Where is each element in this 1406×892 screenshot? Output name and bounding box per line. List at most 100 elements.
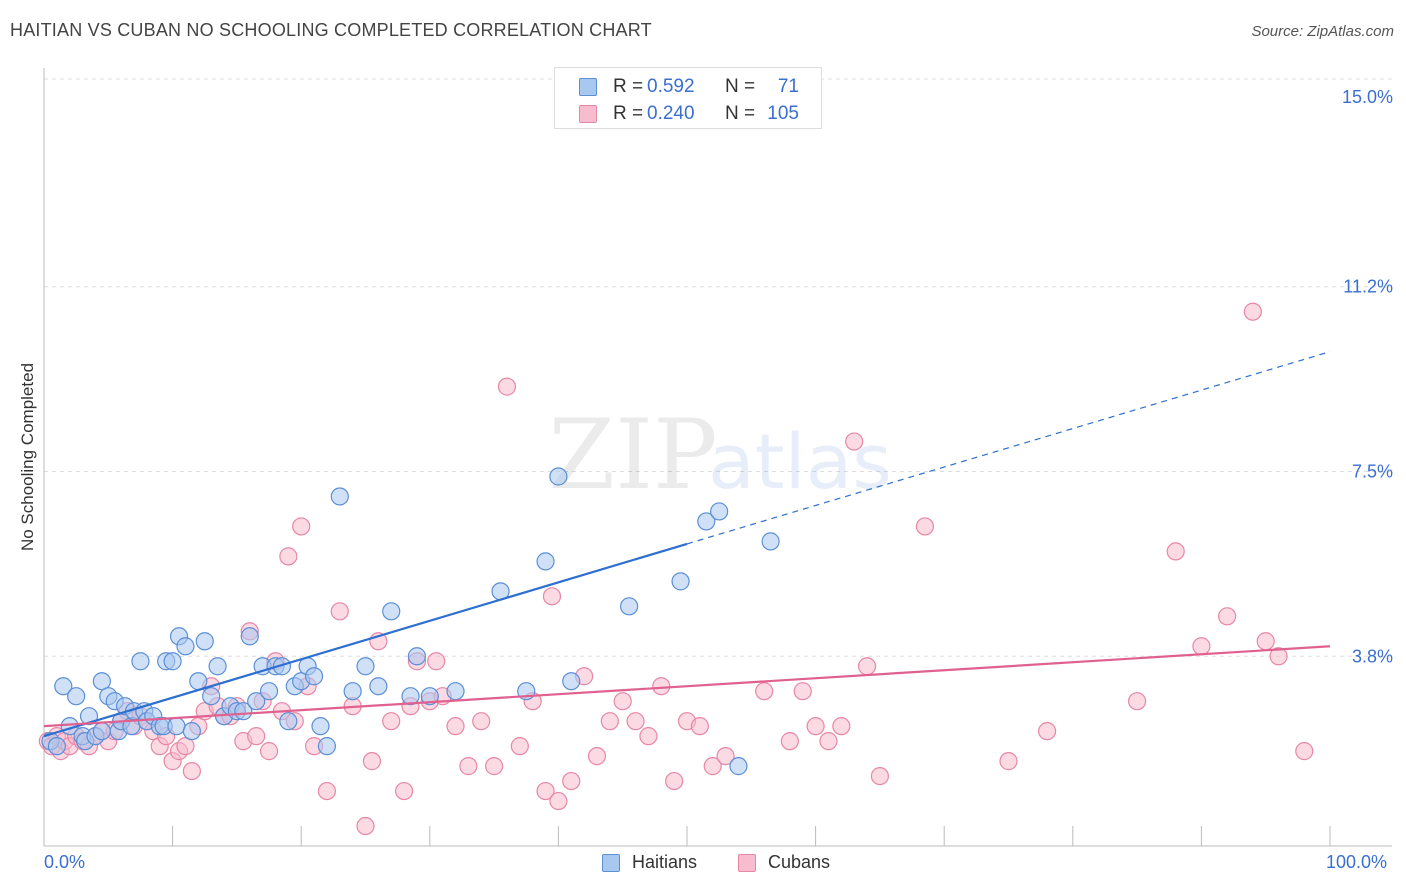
cuban-point <box>510 737 529 756</box>
haitian-point <box>67 687 86 706</box>
cuban-point <box>176 737 195 756</box>
r-value: 0.240 <box>647 103 695 124</box>
haitian-point <box>234 702 253 721</box>
y-tick-label: 7.5% <box>1352 462 1393 482</box>
series-legend: Haitians Cubans <box>0 852 1406 878</box>
haitian-point <box>549 467 568 486</box>
cuban-point <box>999 752 1018 771</box>
haitian-point <box>259 682 279 701</box>
cuban-point <box>497 377 517 396</box>
r-value: 0.592 <box>647 76 695 97</box>
haitian-point <box>195 632 214 651</box>
cuban-point <box>1256 632 1275 651</box>
haitian-point <box>47 737 66 756</box>
haitian-point <box>131 652 150 671</box>
haitian-point <box>407 647 427 666</box>
cuban-point <box>292 517 311 536</box>
r-label: R = <box>613 76 644 97</box>
haitian-point <box>536 552 555 571</box>
x-tick-label-min: 0.0% <box>44 852 86 872</box>
haitian-point <box>330 487 349 506</box>
cuban-point <box>394 781 414 801</box>
cuban-point <box>1243 302 1262 321</box>
x-axis <box>43 68 1392 847</box>
cuban-point <box>690 717 709 736</box>
cuban-point <box>870 766 890 786</box>
cuban-point <box>832 717 851 736</box>
cuban-point <box>446 717 465 736</box>
cuban-point <box>716 747 735 766</box>
cuban-point <box>382 712 401 731</box>
cuban-point <box>362 752 382 771</box>
cuban-point <box>330 602 349 621</box>
haitian-swatch <box>602 853 620 872</box>
cuban-point <box>780 732 799 751</box>
haitian-point <box>420 687 439 706</box>
cuban-point <box>1192 637 1211 656</box>
haitian-point <box>382 602 401 621</box>
haitian-point <box>401 687 420 706</box>
haitian-point <box>208 657 227 676</box>
cuban-point <box>806 717 825 736</box>
haitian-point <box>272 657 292 676</box>
cuban-point <box>1269 647 1288 666</box>
cuban-point <box>639 727 658 746</box>
chart-title: HAITIAN VS CUBAN NO SCHOOLING COMPLETED … <box>10 20 652 40</box>
haitian-point <box>671 572 690 591</box>
cuban-point <box>613 692 632 711</box>
watermark-atlas: atlas <box>708 417 892 506</box>
cuban-point <box>472 712 491 731</box>
haitian-point <box>761 532 780 551</box>
haitian-point <box>240 627 259 646</box>
cuban-points <box>38 302 1314 836</box>
cuban-point <box>845 432 864 451</box>
haitian-point <box>279 712 298 731</box>
cuban-point <box>703 757 722 776</box>
haitian-point <box>163 652 182 671</box>
cuban-point <box>587 747 607 766</box>
n-value: 105 <box>767 103 799 124</box>
cuban-swatch <box>579 105 597 123</box>
haitian-point <box>343 682 362 701</box>
correlation-legend: R = 0.592 N = 71 R = 0.240 N = 105 <box>554 67 822 129</box>
y-tick-label: 15.0% <box>1342 87 1393 107</box>
haitian-swatch <box>579 78 597 96</box>
haitian-point <box>620 597 639 616</box>
cuban-point <box>915 517 935 536</box>
cuban-point <box>485 757 504 776</box>
cuban-point <box>857 657 877 676</box>
cuban-point <box>1218 607 1237 626</box>
n-label: N = <box>725 76 756 97</box>
cuban-point <box>1127 692 1147 711</box>
watermark-zip: ZIP <box>548 399 717 511</box>
cuban-point <box>459 757 478 776</box>
cuban-point <box>317 781 337 801</box>
cuban-point <box>793 682 812 701</box>
cuban-point <box>279 547 298 566</box>
n-label: N = <box>725 103 756 124</box>
cuban-point <box>1166 542 1185 561</box>
y-tick-label: 11.2% <box>1343 277 1393 297</box>
cuban-regression-solid <box>43 645 1331 728</box>
cuban-point <box>182 761 201 781</box>
cuban-point <box>542 587 562 606</box>
cuban-point <box>626 712 645 731</box>
legend-label-haitians: Haitians <box>632 852 698 872</box>
cuban-point <box>652 677 671 696</box>
haitian-point <box>202 687 221 706</box>
cuban-point <box>259 742 279 761</box>
cuban-point <box>665 771 684 791</box>
cuban-point <box>536 781 555 801</box>
legend-item-haitians: Haitians <box>602 852 697 873</box>
haitian-point <box>369 677 388 696</box>
source-label: Source: ZipAtlas.com <box>1251 23 1394 40</box>
haitian-point <box>697 512 716 531</box>
legend-label-cubans: Cubans <box>768 852 831 872</box>
legend-item-cubans: Cubans <box>738 852 830 873</box>
haitian-point <box>356 657 375 676</box>
n-value: 71 <box>777 76 799 97</box>
cuban-point <box>356 816 375 836</box>
y-tick-labels: 3.8% 7.5% 11.2% 15.0% <box>1342 87 1393 666</box>
haitian-point <box>304 667 324 686</box>
